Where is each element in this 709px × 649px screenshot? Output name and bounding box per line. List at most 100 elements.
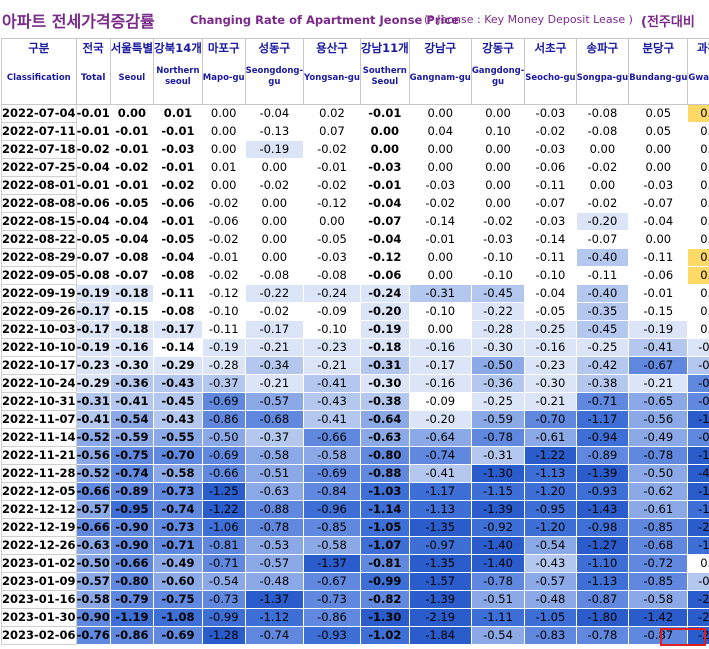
cell-south: -1.14 bbox=[359, 500, 410, 519]
row-date: 2022-08-29 bbox=[1, 248, 77, 267]
cell-gwacheon: 0.20 bbox=[687, 104, 709, 123]
cell-songpa: -0.35 bbox=[575, 302, 630, 321]
table-row: 2022-08-15 -0.04 -0.04 -0.01 -0.06 0.00 0.00 -0… bbox=[1, 212, 709, 231]
cell-songpa: -0.02 bbox=[575, 158, 630, 177]
cell-seongdong: -1.12 bbox=[244, 608, 305, 627]
cell-seoul: -0.80 bbox=[109, 572, 155, 591]
cell-yongsan: -0.10 bbox=[303, 320, 361, 339]
cell-seocho: -0.11 bbox=[524, 176, 577, 195]
cell-yongsan: -0.12 bbox=[303, 194, 361, 213]
column-header-english: Seoul bbox=[118, 73, 146, 83]
cell-seocho: -0.06 bbox=[524, 158, 577, 177]
row-date: 2022-09-26 bbox=[1, 302, 77, 321]
cell-south: -0.12 bbox=[359, 248, 410, 267]
row-date: 2022-12-05 bbox=[1, 482, 77, 501]
column-header-yongsan: 용산구 Yongsan-gu bbox=[303, 38, 361, 105]
cell-gangnam: -0.16 bbox=[408, 374, 472, 393]
cell-mapo: -0.81 bbox=[201, 536, 246, 555]
cell-gwacheon: -4.82 bbox=[687, 464, 709, 483]
row-date: 2022-09-05 bbox=[1, 266, 77, 285]
cell-seongdong: -0.53 bbox=[244, 536, 305, 555]
cell-yongsan: -0.58 bbox=[303, 446, 361, 465]
column-header-english: Mapo-gu bbox=[202, 73, 245, 83]
cell-north: -0.29 bbox=[153, 356, 203, 375]
cell-songpa: -0.07 bbox=[575, 230, 630, 249]
cell-seocho: -0.30 bbox=[524, 374, 577, 393]
cell-seongdong: -0.34 bbox=[244, 356, 305, 375]
cell-gwacheon: 0.09 bbox=[687, 122, 709, 141]
column-header-english: Gangnam-gu bbox=[409, 73, 471, 83]
cell-south: -0.64 bbox=[359, 410, 410, 429]
row-date: 2023-02-06 bbox=[1, 626, 77, 645]
cell-gangdong: -0.59 bbox=[470, 410, 526, 429]
column-header-english: Seongdong-gu bbox=[245, 66, 304, 87]
cell-total: -0.56 bbox=[75, 446, 111, 465]
cell-seocho: -0.03 bbox=[524, 212, 577, 231]
title-tag: (전주대비 bbox=[641, 15, 695, 30]
cell-south: -0.24 bbox=[359, 284, 410, 303]
column-header-bundang: 분당구 Bundang-gu bbox=[628, 38, 689, 105]
cell-gangdong: -0.02 bbox=[470, 212, 526, 231]
column-header-korean: 서울특별 bbox=[110, 41, 154, 55]
cell-gangnam: -0.97 bbox=[408, 536, 472, 555]
cell-seocho: -0.61 bbox=[524, 428, 577, 447]
cell-seoul: -0.90 bbox=[109, 536, 155, 555]
cell-total: -0.19 bbox=[75, 284, 111, 303]
cell-seongdong: 0.00 bbox=[244, 212, 305, 231]
cell-south: -0.99 bbox=[359, 572, 410, 591]
cell-yongsan: -0.03 bbox=[303, 248, 361, 267]
row-date: 2022-12-12 bbox=[1, 500, 77, 519]
cell-mapo: -1.22 bbox=[201, 500, 246, 519]
cell-bundang: -0.41 bbox=[628, 338, 689, 357]
table-row: 2023-02-06 -0.76 -0.86 -0.69 -1.28 -0.74 -0.93… bbox=[1, 626, 709, 645]
cell-gwacheon: -0.81 bbox=[687, 428, 709, 447]
cell-north: -0.69 bbox=[153, 626, 203, 645]
cell-gangnam: -0.64 bbox=[408, 428, 472, 447]
cell-bundang: 0.00 bbox=[628, 230, 689, 249]
cell-total: -0.04 bbox=[75, 212, 111, 231]
table-row: 2023-01-16 -0.58 -0.79 -0.75 -0.73 -1.37 -0.73… bbox=[1, 590, 709, 609]
cell-seoul: -0.01 bbox=[109, 140, 155, 159]
cell-total: -0.23 bbox=[75, 356, 111, 375]
cell-total: -0.52 bbox=[75, 464, 111, 483]
cell-mapo: 0.00 bbox=[201, 122, 246, 141]
cell-gangnam: -0.14 bbox=[408, 212, 472, 231]
cell-seongdong: -0.63 bbox=[244, 482, 305, 501]
cell-yongsan: -0.24 bbox=[303, 284, 361, 303]
cell-gwacheon: 0.00 bbox=[687, 554, 709, 573]
row-date: 2022-11-07 bbox=[1, 410, 77, 429]
column-header-seongdong: 성동구 Seongdong-gu bbox=[244, 38, 305, 105]
cell-north: -0.73 bbox=[153, 518, 203, 537]
table-row: 2022-12-12 -0.57 -0.95 -0.74 -1.22 -0.88 -0.96… bbox=[1, 500, 709, 519]
cell-north: -0.01 bbox=[153, 158, 203, 177]
cell-north: -0.17 bbox=[153, 320, 203, 339]
cell-south: -0.03 bbox=[359, 158, 410, 177]
cell-songpa: -0.78 bbox=[575, 626, 630, 645]
cell-seoul: -0.89 bbox=[109, 482, 155, 501]
cell-songpa: -0.25 bbox=[575, 338, 630, 357]
cell-bundang: -0.72 bbox=[628, 554, 689, 573]
cell-seoul: -0.02 bbox=[109, 158, 155, 177]
cell-seoul: -0.95 bbox=[109, 500, 155, 519]
column-header-english: Gwacheon bbox=[688, 73, 709, 83]
cell-songpa: -1.80 bbox=[575, 608, 630, 627]
cell-gwacheon: 0.11 bbox=[687, 158, 709, 177]
column-header-korean: 성동구 bbox=[258, 41, 291, 55]
cell-gangnam: 0.00 bbox=[408, 320, 472, 339]
column-header-korean: 전국 bbox=[82, 41, 104, 55]
cell-yongsan: -0.21 bbox=[303, 356, 361, 375]
column-header-korean: 강동구 bbox=[482, 41, 514, 55]
cell-total: -0.31 bbox=[75, 392, 111, 411]
cell-seoul: -0.86 bbox=[109, 626, 155, 645]
cell-gangnam: -0.74 bbox=[408, 446, 472, 465]
cell-gangdong: -0.51 bbox=[470, 590, 526, 609]
cell-north: -0.75 bbox=[153, 590, 203, 609]
cell-mapo: -0.50 bbox=[201, 428, 246, 447]
cell-seoul: -0.36 bbox=[109, 374, 155, 393]
cell-total: -0.17 bbox=[75, 320, 111, 339]
cell-songpa: -0.08 bbox=[575, 122, 630, 141]
cell-gangdong: -0.31 bbox=[470, 446, 526, 465]
column-header-korean: 마포구 bbox=[207, 41, 240, 55]
cell-mapo: -0.54 bbox=[201, 572, 246, 591]
cell-gangnam: -0.01 bbox=[408, 230, 472, 249]
